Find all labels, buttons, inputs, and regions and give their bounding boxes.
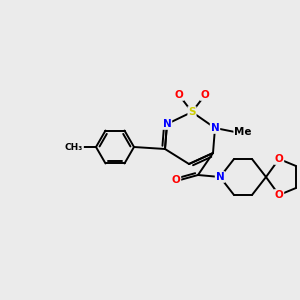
Text: O: O [175,90,183,100]
Text: CH₃: CH₃ [65,142,83,152]
Text: N: N [163,119,171,129]
Text: O: O [201,90,209,100]
Text: N: N [216,172,224,182]
Text: O: O [172,175,180,185]
Text: S: S [188,107,196,117]
Text: N: N [211,123,219,133]
Text: Me: Me [234,127,252,137]
Text: O: O [274,190,284,200]
Text: O: O [274,154,284,164]
